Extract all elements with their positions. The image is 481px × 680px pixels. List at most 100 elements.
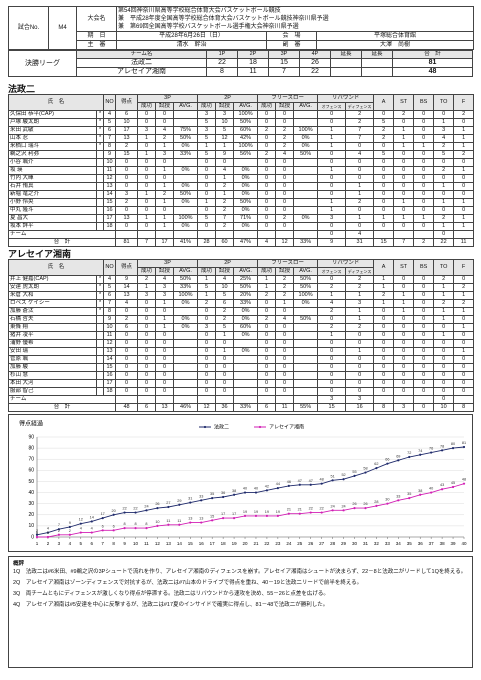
stat: [173, 363, 199, 372]
stat: 0: [453, 174, 475, 183]
stat: 2: [433, 214, 455, 223]
y-tick-label: 80: [28, 445, 34, 451]
stat: 1: [393, 291, 415, 300]
stat: 0: [393, 222, 415, 231]
x-tick-label: 18: [221, 541, 227, 546]
data-label: 8: [145, 522, 147, 526]
data-point: [462, 482, 466, 485]
stat: 0: [275, 190, 295, 199]
data-point: [243, 491, 247, 494]
data-label: 2: [36, 529, 38, 533]
stat: 1: [345, 182, 375, 191]
stat: 0: [137, 363, 157, 372]
x-tick-label: 39: [451, 541, 457, 546]
player-row: 夏 昌大 17 13 1 1 100% 5 7 71% 0 2 0% 3 1 1 1 1 2 1: [8, 214, 475, 223]
score-header: 4P: [299, 50, 331, 59]
label: 副 審: [266, 40, 317, 50]
stat: 0: [393, 371, 415, 380]
stat: 0: [257, 134, 277, 143]
x-tick-label: 16: [199, 541, 205, 546]
stat: 75%: [173, 126, 199, 135]
stat: 0: [115, 347, 139, 356]
x-tick-label: 15: [188, 541, 194, 546]
stat: 11: [103, 331, 117, 340]
stat: 1: [345, 347, 375, 356]
x-tick-label: 22: [264, 541, 270, 546]
data-point: [408, 455, 411, 459]
stat: 4: [215, 275, 235, 284]
x-tick-label: 35: [407, 541, 413, 546]
stat: 1: [393, 126, 415, 135]
stat: 0: [197, 371, 217, 380]
x-tick-label: 21: [253, 541, 259, 546]
stat: 1: [433, 283, 455, 292]
total-stat: 48: [115, 403, 139, 412]
stat: 0: [257, 110, 277, 119]
data-label: 0: [36, 531, 38, 535]
stat: 0: [137, 158, 157, 167]
stat: 0: [393, 283, 415, 292]
stat: [293, 339, 319, 348]
stat: 0: [453, 371, 475, 380]
stat: 15: [103, 363, 117, 372]
y-tick-label: 40: [28, 490, 34, 496]
x-tick-label: 29: [341, 541, 347, 546]
stat: 0: [373, 371, 395, 380]
stat: 0: [413, 222, 435, 231]
stat: 0: [413, 347, 435, 356]
data-label: 13: [199, 517, 203, 521]
player-row: 加藤 駿 15 0 0 0 0 0 0 0 0 0 0 0 0 0 0: [8, 363, 475, 372]
stat: 1: [393, 134, 415, 143]
stat: 0: [433, 363, 455, 372]
stat: 0: [275, 339, 295, 348]
total-stat: 36: [215, 403, 235, 412]
stat: [173, 371, 199, 380]
player-name: 石橋 哲夫: [8, 315, 97, 324]
stat: [95, 174, 105, 183]
player-row: 米田 武敏 * 6 17 3 4 75% 3 5 60% 2 2 100% 1 7 2 1 0 3 1: [8, 126, 475, 135]
data-label: 17: [221, 512, 225, 516]
col-header: ST: [393, 94, 415, 111]
data-label: 28: [374, 500, 378, 504]
match-no: M4: [48, 6, 77, 50]
stat: 0: [345, 158, 375, 167]
data-label: 48: [462, 478, 466, 482]
player-name: 坂 瑛: [8, 166, 97, 175]
stat: 2: [373, 134, 395, 143]
stat: 33%: [173, 283, 199, 292]
stat: 1: [433, 291, 455, 300]
stat: 2: [453, 110, 475, 119]
stat: 5: [197, 134, 217, 143]
stat: 0: [257, 363, 277, 372]
data-point: [79, 522, 82, 525]
stat: 14: [103, 355, 117, 364]
stat: 1: [453, 323, 475, 332]
stat: [155, 230, 175, 239]
stat: 2: [317, 283, 347, 292]
stat: 2: [275, 283, 295, 292]
stat: 1: [433, 331, 455, 340]
stat: 0: [137, 331, 157, 340]
team-section: アレセイア湘南氏 名 NO 得点 3P 2P フリースロー リバウンド A ST BS TO F 成功試…: [7, 249, 475, 412]
data-point: [441, 488, 444, 491]
data-label: 15: [210, 514, 214, 518]
stat: 2: [257, 315, 277, 324]
stat: 0: [197, 387, 217, 396]
data-label: 27: [166, 501, 170, 505]
stat: [373, 395, 395, 404]
stat: 0: [453, 331, 475, 340]
stat: 2: [257, 126, 277, 135]
stat: 0: [275, 371, 295, 380]
stat: 0: [115, 387, 139, 396]
stat: 0: [137, 118, 157, 127]
stat: 0: [197, 174, 217, 183]
x-tick-label: 23: [275, 541, 281, 546]
stat: 1: [137, 134, 157, 143]
stat: 0: [137, 347, 157, 356]
player-name: 加藤 駿: [8, 363, 97, 372]
stat: [197, 230, 217, 239]
data-point: [232, 493, 236, 496]
player-row: 菅原 颯 14 0 0 0 0 0 0 0 0 0 0 0 0 0 0: [8, 355, 475, 364]
stat: 2: [345, 118, 375, 127]
data-point: [200, 499, 203, 502]
